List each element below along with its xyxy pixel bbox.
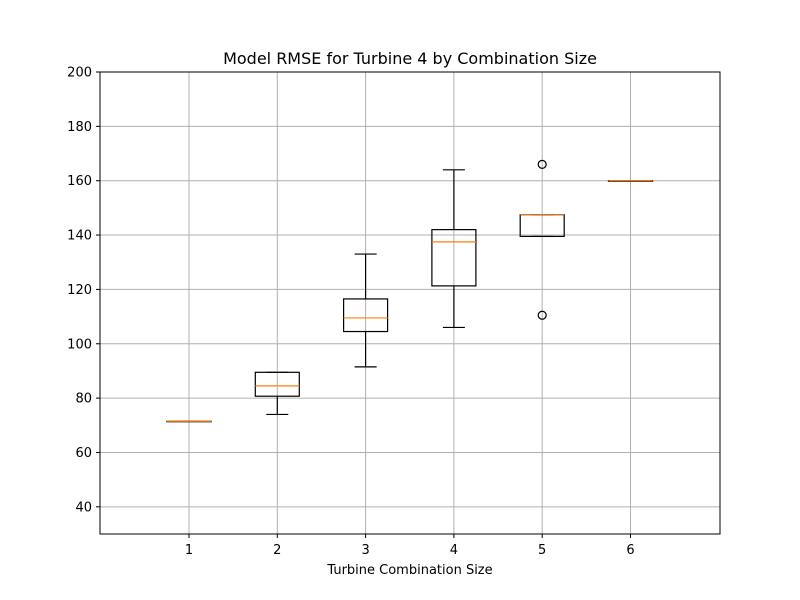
x-tick-label: 1 xyxy=(185,543,193,558)
x-axis-label: Turbine Combination Size xyxy=(326,563,492,578)
x-tick-label: 6 xyxy=(626,543,634,558)
boxes xyxy=(166,159,654,423)
box xyxy=(431,229,477,287)
box-group-6 xyxy=(607,180,654,182)
box xyxy=(343,298,389,333)
x-tick-label: 5 xyxy=(538,543,546,558)
y-tick-label: 200 xyxy=(67,66,92,81)
box-group-4 xyxy=(431,169,477,329)
box-group-1 xyxy=(166,420,212,423)
y-tick-label: 40 xyxy=(75,500,92,515)
flier-point xyxy=(537,159,547,169)
x-tick-label: 3 xyxy=(361,543,369,558)
y-tick-label: 100 xyxy=(67,337,92,352)
box-group-3 xyxy=(343,253,389,368)
x-tick-label: 4 xyxy=(450,543,458,558)
chart-title: Model RMSE for Turbine 4 by Combination … xyxy=(223,49,597,68)
grid xyxy=(100,71,720,534)
y-tick-label: 160 xyxy=(67,174,92,189)
y-tick-label: 140 xyxy=(67,229,92,244)
y-tick-label: 60 xyxy=(75,446,92,461)
plot-frame xyxy=(99,71,721,535)
y-tick-label: 80 xyxy=(75,392,92,407)
x-tick-label: 2 xyxy=(273,543,281,558)
y-axis-ticks: 40 60 80 100 120 140 160 180 200 xyxy=(67,66,100,515)
y-tick-label: 120 xyxy=(67,283,92,298)
y-tick-label: 180 xyxy=(67,120,92,135)
box-group-2 xyxy=(254,371,300,416)
box xyxy=(254,371,300,397)
flier-point xyxy=(537,310,547,320)
x-axis-ticks: 1 2 3 4 5 6 xyxy=(185,534,635,558)
box-group-5 xyxy=(519,159,565,320)
